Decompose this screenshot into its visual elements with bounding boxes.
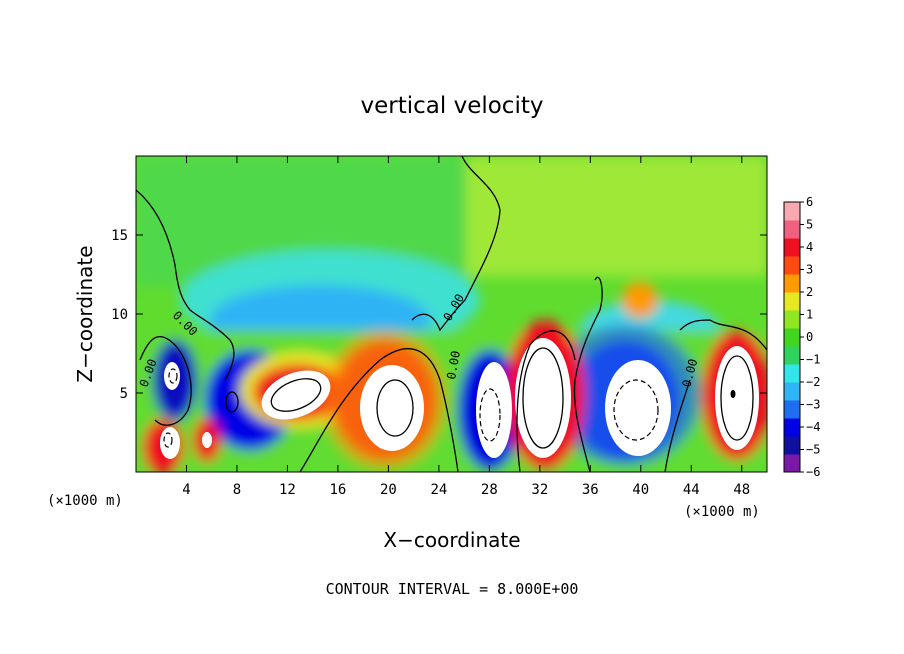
x-tick-label: 24 (430, 482, 447, 498)
zero-contour-lower-c (664, 379, 691, 472)
colorbar-swatch (784, 220, 800, 239)
plot-area: 0.00 0.00 0.00 0.00 0.00 4 8 12 16 20 24 28 32 3… (111, 155, 768, 498)
colorbar-tick-label: 2 (806, 285, 813, 299)
core-h (164, 362, 180, 390)
zero-contour-left (139, 335, 192, 426)
x-tick-label: 20 (380, 482, 397, 498)
saturated-cores (160, 338, 759, 459)
x-tick-label: 8 (233, 482, 241, 498)
core-g (160, 427, 180, 459)
colorbar-tick-label: −6 (806, 465, 820, 479)
zero-contour-far-right (679, 319, 767, 351)
y-tick-label: 10 (111, 307, 128, 323)
core-d (515, 338, 571, 458)
colorbar-tick-label: −2 (806, 375, 820, 389)
upper-yellow-spot (622, 282, 658, 318)
colorbar-tick-label: 4 (806, 240, 813, 254)
x-tick-label: 44 (683, 482, 700, 498)
chart-title: vertical velocity (361, 93, 544, 119)
velocity-field: 0.00 0.00 0.00 0.00 0.00 (136, 156, 767, 472)
contour-interval-footer: CONTOUR INTERVAL = 8.000E+00 (326, 580, 579, 598)
zero-contour-upper (136, 189, 235, 381)
core-a (261, 370, 331, 420)
colorbar-tick-label: 1 (806, 308, 813, 322)
core-b (360, 365, 424, 451)
colorbar-swatch (784, 400, 800, 419)
core-f (715, 346, 759, 450)
x-tick-label: 28 (481, 482, 498, 498)
colorbar-tick-label: 0 (806, 330, 813, 344)
x-unit-left: (×1000 m) (47, 493, 123, 509)
colorbar-swatch (784, 238, 800, 257)
zero-contour-lower-b (516, 330, 576, 472)
x-tick-label: 12 (279, 482, 296, 498)
colorbar: 6 5 4 3 2 1 0 −1 −2 −3 −4 −5 −6 (783, 195, 820, 479)
colorbar-swatch (784, 418, 800, 437)
contour-dot (730, 390, 736, 398)
contour-label: 0.00 (444, 350, 463, 381)
contour-core-f (720, 355, 754, 441)
x-unit-right: (×1000 m) (684, 504, 760, 520)
y-tick-label: 15 (111, 228, 128, 244)
field-upper-right (452, 156, 767, 276)
colorbar-tick-label: −4 (806, 420, 820, 434)
core-i (202, 432, 212, 448)
colorbar-tick-label: −1 (806, 353, 820, 367)
dashed-core-h (168, 368, 178, 384)
zero-contour-mid (411, 156, 501, 332)
colorbar-tick-label: 3 (806, 263, 813, 277)
contour-core-b (376, 379, 414, 437)
contour-core-d (522, 347, 564, 449)
colorbar-swatch (784, 382, 800, 401)
colorbar-swatch (784, 274, 800, 293)
colorbar-swatch (784, 346, 800, 365)
colorbar-tick-label: 6 (806, 195, 813, 209)
x-tick-label: 4 (182, 482, 190, 498)
colorbar-tick-label: −3 (806, 398, 820, 412)
core-e (605, 360, 671, 456)
contour-small-left (225, 391, 239, 413)
core-c (476, 362, 512, 458)
colorbar-tick-label: −5 (806, 443, 820, 457)
x-tick-label: 36 (582, 482, 599, 498)
dashed-core-g (163, 432, 173, 448)
colorbar-swatch (784, 202, 800, 221)
x-tick-label: 16 (329, 482, 346, 498)
colorbar-swatch (784, 310, 800, 329)
x-tick-label: 32 (531, 482, 548, 498)
dashed-core-c (479, 388, 501, 442)
colorbar-swatch (784, 256, 800, 275)
colorbar-tick-label: 5 (806, 218, 813, 232)
colorbar-swatch (784, 292, 800, 311)
colorbar-swatch (784, 364, 800, 383)
x-axis-label: X−coordinate (383, 528, 520, 552)
colorbar-swatch (784, 454, 800, 473)
contour-core-a (270, 378, 322, 412)
contour-lines (136, 156, 767, 472)
x-tick-label: 48 (733, 482, 750, 498)
dashed-core-e (613, 379, 659, 441)
y-tick-label: 5 (120, 386, 128, 402)
x-axis-ticks: 4 8 12 16 20 24 28 32 36 40 44 48 (182, 156, 750, 498)
colorbar-swatch (784, 436, 800, 455)
y-axis-label: Z−coordinate (73, 245, 97, 382)
y-axis-ticks: 5 10 15 (111, 228, 767, 402)
zero-contour-lower-a (299, 348, 459, 472)
negative-contours (163, 368, 659, 448)
x-tick-label: 40 (632, 482, 649, 498)
zero-contour-right (573, 276, 603, 472)
colorbar-swatch (784, 328, 800, 347)
